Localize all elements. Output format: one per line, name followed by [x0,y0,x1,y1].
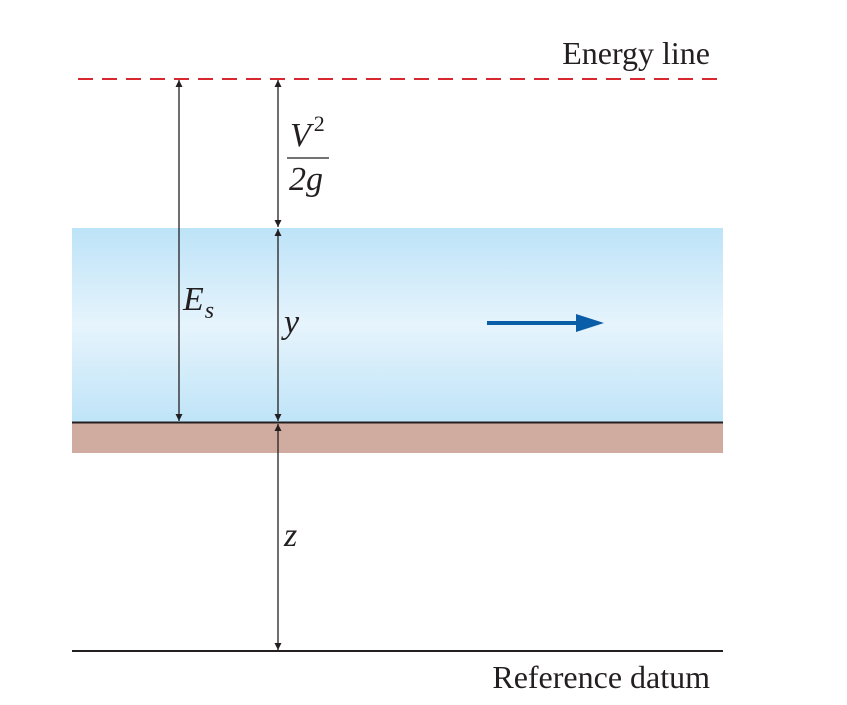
specific-energy-label: Es [182,281,214,324]
velocity-head-denominator: 2g [289,161,323,198]
water-body [72,228,723,422]
energy-line-label: Energy line [562,35,710,71]
channel-bed [72,422,723,453]
depth-label: y [281,304,300,341]
arrow-right-icon [487,314,604,332]
elevation-label: z [283,517,297,554]
reference-datum-label: Reference datum [492,659,710,695]
